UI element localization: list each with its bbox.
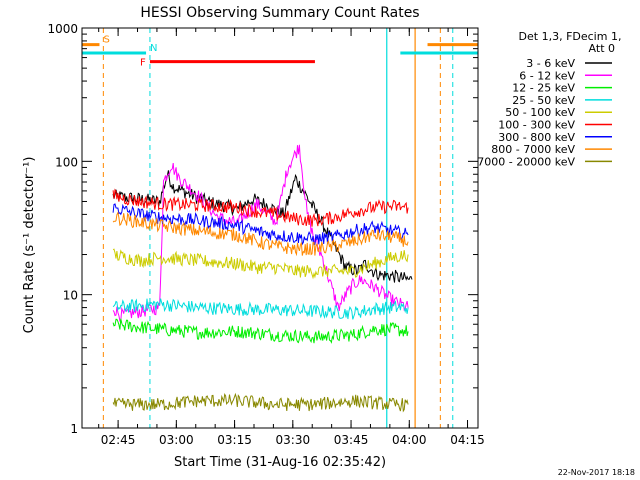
annotation-label-1: S	[103, 35, 109, 46]
series-line-9	[112, 392, 409, 413]
annotation-layer: S NF	[82, 35, 478, 69]
legend-header-line-2: Att 0	[589, 42, 615, 55]
series-line-4	[112, 298, 409, 320]
footer-timestamp: 22-Nov-2017 18:18	[558, 468, 635, 477]
legend-label-8: 800 - 7000 keV	[491, 143, 575, 156]
legend-label-3: 12 - 25 keV	[512, 82, 575, 95]
series-line-2	[112, 144, 409, 322]
legend-label-6: 100 - 300 keV	[498, 119, 575, 132]
chart-title: HESSI Observing Summary Count Rates	[140, 5, 419, 21]
legend-label-9: 7000 - 20000 keV	[477, 155, 575, 168]
legend-label-2: 6 - 12 keV	[519, 69, 575, 82]
series-line-5	[112, 248, 409, 280]
y-axis-label: Count Rate (s⁻¹ detector⁻¹)	[22, 157, 37, 334]
x-tick-label-7: 04:15	[450, 433, 485, 447]
x-tick-label-6: 04:00	[392, 433, 427, 447]
series-line-6	[112, 188, 409, 227]
legend-label-4: 25 - 50 keV	[512, 94, 575, 107]
series-line-3	[112, 318, 409, 344]
x-tick-label-1: 02:45	[101, 433, 136, 447]
x-axis-ticks: 02:45 03:00 03:15 03:30 03:45 04:00 04:15	[98, 28, 485, 447]
x-tick-label-3: 03:15	[217, 433, 252, 447]
instrument-event-lines	[102, 28, 454, 428]
y-tick-label-4: 1000	[47, 22, 78, 36]
y-axis-ticks: 1 10 100 1000	[47, 22, 478, 436]
x-axis-label: Start Time (31-Aug-16 02:35:42)	[174, 455, 386, 470]
plot-frame	[81, 27, 479, 429]
legend-header-line-1: Det 1,3, FDecim 1,	[519, 30, 622, 43]
legend-label-1: 3 - 6 keV	[526, 57, 575, 70]
annotation-label-3: F	[140, 58, 146, 69]
y-tick-label-2: 10	[63, 289, 78, 303]
x-tick-label-5: 03:45	[334, 433, 369, 447]
legend-label-7: 300 - 800 keV	[498, 131, 575, 144]
y-tick-label-3: 100	[55, 155, 78, 169]
legend-label-5: 50 - 100 keV	[505, 106, 575, 119]
y-tick-label-1: 1	[70, 422, 78, 436]
series-line-8	[112, 211, 409, 257]
series-layer	[112, 144, 413, 413]
annotation-label-2: N	[150, 43, 157, 54]
x-tick-label-4: 03:30	[276, 433, 311, 447]
x-tick-label-2: 03:00	[159, 433, 194, 447]
